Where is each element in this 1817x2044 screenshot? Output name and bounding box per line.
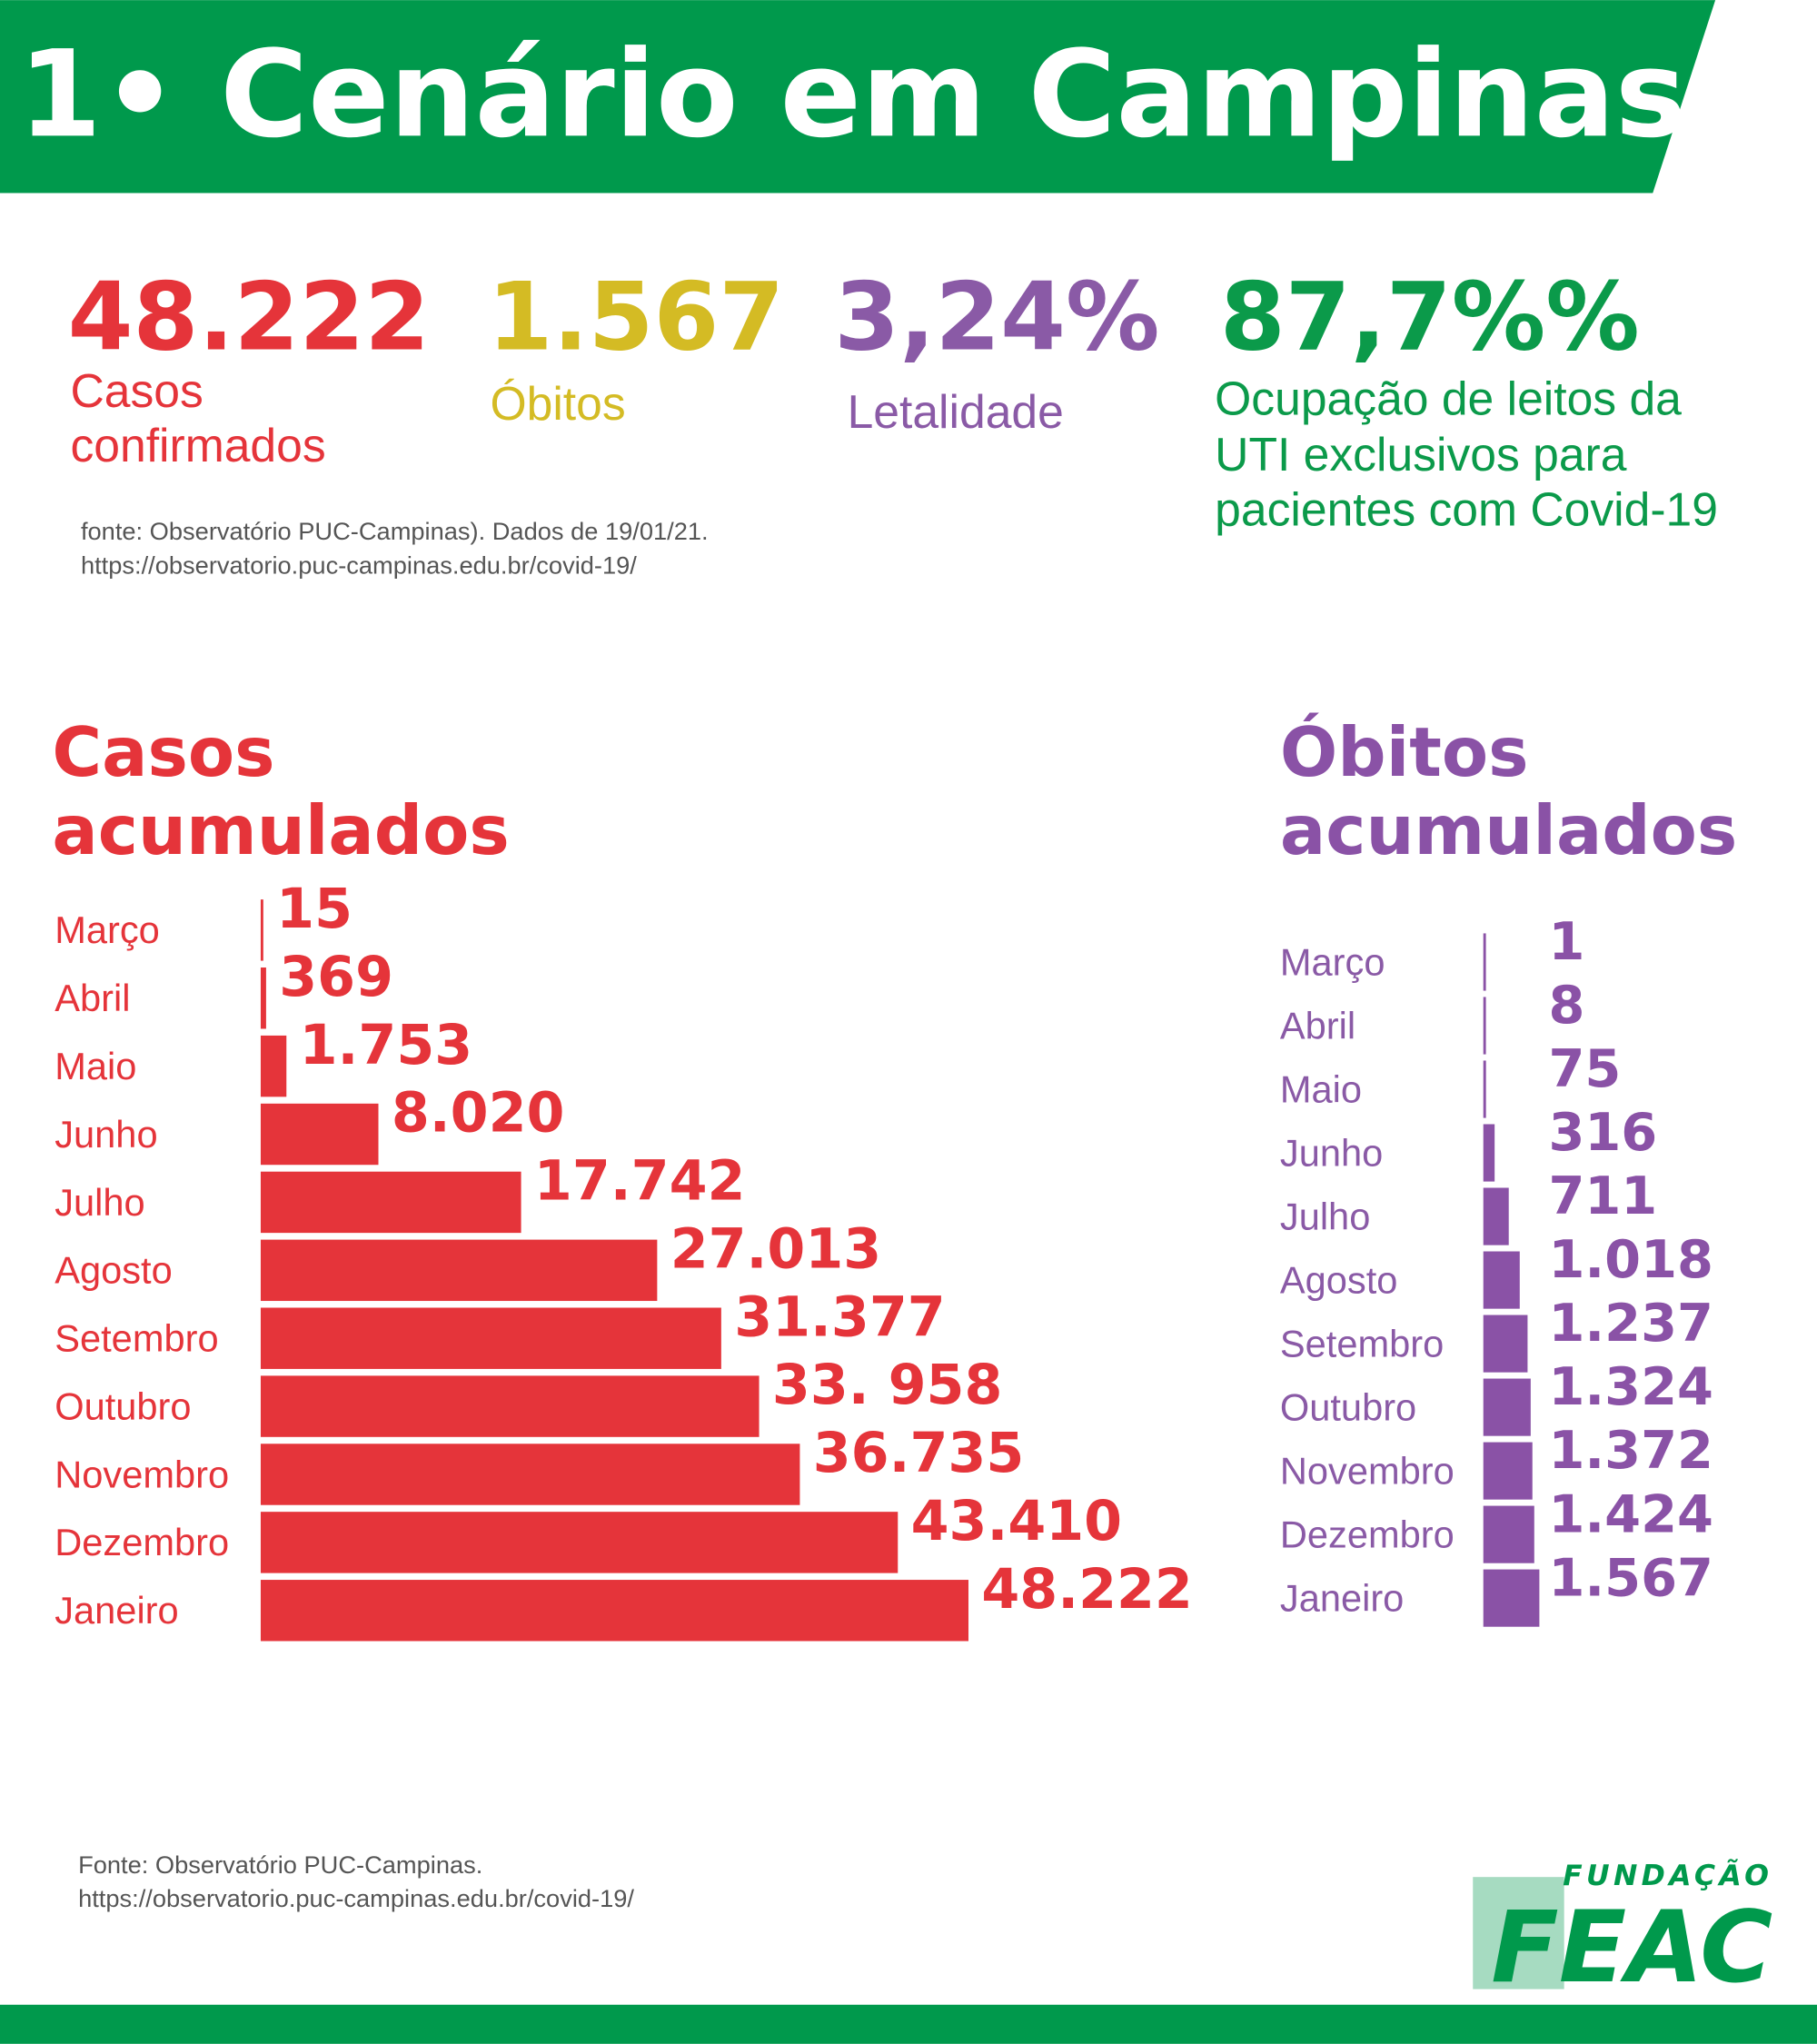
value-label: 1.567	[1548, 1547, 1713, 1608]
bar	[1483, 1251, 1520, 1309]
category-label: Abril	[55, 977, 130, 1019]
bar	[1483, 933, 1486, 991]
bar	[260, 1444, 800, 1505]
category-label: Janeiro	[1280, 1576, 1404, 1619]
chart-title: Casos	[52, 713, 274, 792]
page-title: 1• Cenário em Campinas	[18, 25, 1686, 164]
value-label: 1.372	[1548, 1420, 1713, 1481]
chart-title: acumulados	[1280, 791, 1737, 870]
category-label: Agosto	[1280, 1258, 1398, 1301]
bar	[1483, 1060, 1486, 1118]
value-label: 75	[1548, 1038, 1621, 1099]
value-label: 1.237	[1548, 1293, 1713, 1354]
category-label: Agosto	[55, 1249, 173, 1292]
bar	[1483, 1187, 1509, 1245]
bar	[260, 967, 266, 1029]
category-label: Setembro	[55, 1317, 218, 1360]
source-note: https://observatorio.puc-campinas.edu.br…	[81, 551, 637, 579]
stat-label: pacientes com Covid-19	[1215, 482, 1718, 535]
bar	[260, 899, 263, 961]
stat-label: Casos	[70, 364, 203, 417]
bar	[1483, 1505, 1534, 1563]
category-label: Maio	[55, 1045, 136, 1087]
bar	[260, 1512, 899, 1573]
bar	[260, 1171, 521, 1234]
bar	[1483, 1124, 1495, 1182]
bar	[260, 1035, 287, 1097]
chart-title: Óbitos	[1280, 712, 1529, 792]
value-label: 369	[279, 946, 393, 1009]
value-label: 27.013	[670, 1217, 882, 1281]
stat-value: 87,7%%	[1220, 263, 1640, 372]
value-label: 1	[1548, 911, 1584, 972]
category-label: Maio	[1280, 1067, 1362, 1110]
stat-value: 1.567	[488, 263, 785, 372]
category-label: Junho	[1280, 1131, 1383, 1174]
stat-label: confirmados	[70, 419, 325, 471]
category-label: Julho	[1280, 1195, 1370, 1237]
category-label: Março	[55, 908, 160, 951]
value-label: 1.018	[1548, 1229, 1713, 1290]
bar	[1483, 1442, 1533, 1500]
logo-top: FUNDAÇÃO	[1563, 1858, 1772, 1892]
category-label: Setembro	[1280, 1322, 1444, 1364]
bar	[1483, 1569, 1540, 1627]
bar	[260, 1307, 721, 1369]
stat-value: 48.222	[68, 263, 431, 372]
value-label: 8	[1548, 975, 1584, 1036]
category-label: Julho	[55, 1181, 144, 1224]
category-label: Dezembro	[1280, 1513, 1455, 1555]
logo-main: FEAC	[1491, 1890, 1772, 2005]
bar	[1483, 1378, 1531, 1436]
category-label: Outubro	[55, 1384, 191, 1427]
value-label: 711	[1548, 1166, 1657, 1226]
value-label: 316	[1548, 1102, 1657, 1163]
category-label: Novembro	[1280, 1449, 1455, 1492]
value-label: 1.324	[1548, 1356, 1713, 1417]
category-label: Janeiro	[55, 1589, 178, 1632]
source-note: https://observatorio.puc-campinas.edu.br…	[78, 1884, 634, 1912]
value-label: 1.753	[300, 1014, 473, 1077]
logo-pattern	[1473, 1877, 1564, 1989]
value-label: 36.735	[813, 1422, 1025, 1485]
bar	[260, 1103, 379, 1166]
bar	[260, 1239, 658, 1302]
stat-label: UTI exclusivos para	[1215, 428, 1627, 481]
source-note: Fonte: Observatório PUC-Campinas.	[78, 1851, 482, 1879]
category-label: Junho	[55, 1113, 157, 1156]
bar	[1483, 997, 1486, 1055]
value-label: 1.424	[1548, 1483, 1713, 1544]
footer-band	[0, 2004, 1817, 2044]
category-label: Outubro	[1280, 1385, 1416, 1428]
stat-value: 3,24%	[834, 263, 1159, 372]
value-label: 17.742	[534, 1150, 745, 1214]
value-label: 33. 958	[772, 1354, 1002, 1417]
category-label: Dezembro	[55, 1521, 229, 1563]
category-label: Abril	[1280, 1004, 1355, 1047]
bar	[1483, 1315, 1528, 1373]
value-label: 31.377	[734, 1285, 946, 1349]
value-label: 43.410	[911, 1490, 1123, 1553]
value-label: 15	[276, 878, 352, 941]
stat-label: Ocupação de leitos da	[1215, 372, 1682, 424]
stat-label: Óbitos	[490, 377, 625, 430]
value-label: 8.020	[392, 1082, 565, 1146]
stat-label: Letalidade	[848, 385, 1064, 438]
bar	[260, 1375, 760, 1437]
source-note: fonte: Observatório PUC-Campinas). Dados…	[81, 517, 709, 545]
header-band	[0, 0, 1716, 193]
logo: FUNDAÇÃO FEAC	[1473, 1858, 1772, 2005]
category-label: Março	[1280, 940, 1385, 983]
category-label: Novembro	[55, 1453, 229, 1495]
bar	[260, 1580, 968, 1642]
value-label: 48.222	[981, 1558, 1193, 1622]
chart-title: acumulados	[52, 791, 509, 870]
